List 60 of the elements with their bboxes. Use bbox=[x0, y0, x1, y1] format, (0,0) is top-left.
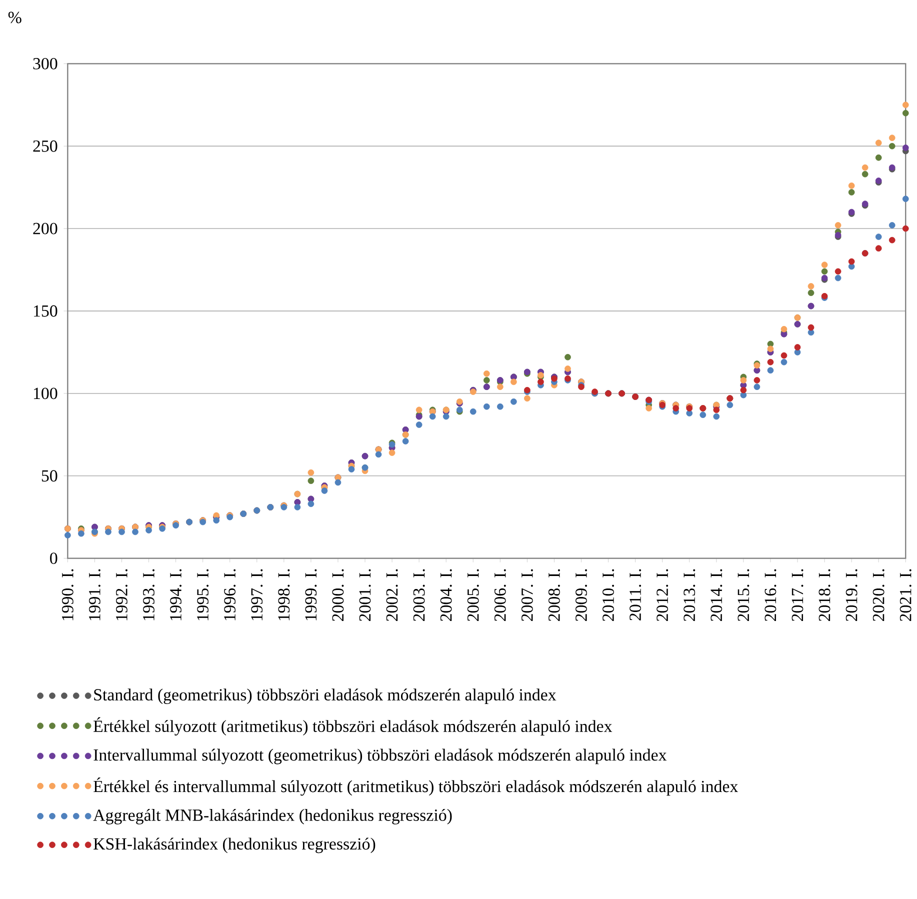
legend-label: Aggregált MNB-lakásárindex (hedonikus regresszió) bbox=[93, 809, 452, 825]
x-tick-label: 2002. I. bbox=[386, 569, 398, 622]
x-tick-label: 2013. I. bbox=[684, 569, 696, 622]
y-tick-label: 250 bbox=[33, 140, 58, 152]
x-tick-label: 2003. I. bbox=[413, 569, 425, 622]
x-tick-label: 2007. I. bbox=[521, 569, 533, 622]
x-tick-label: 2016. I. bbox=[764, 569, 776, 622]
x-tick-label: 2009. I. bbox=[576, 569, 587, 622]
x-tick-label: 1995. I. bbox=[197, 569, 209, 620]
point bbox=[754, 377, 760, 384]
x-tick-label: 2014. I. bbox=[710, 569, 722, 622]
point bbox=[538, 378, 544, 386]
x-tick-label: 2021. I. bbox=[900, 569, 912, 622]
point bbox=[794, 344, 801, 351]
legend-label: Intervallummal súlyozott (geometrikus) többszöri eladások módszerén alapuló index bbox=[94, 748, 667, 764]
point bbox=[780, 352, 788, 359]
point bbox=[888, 237, 896, 244]
point bbox=[848, 258, 855, 265]
x-tick-label: 2001. I. bbox=[359, 569, 371, 622]
x-tick-label: 2010. I. bbox=[602, 569, 614, 622]
x-tick-label: 2015. I. bbox=[738, 569, 750, 622]
x-tick-label: 2012. I. bbox=[656, 569, 668, 622]
point bbox=[672, 405, 680, 412]
legend-label: Értékkel súlyozott (aritmetikus) többszöri eladások módszerén alapuló index bbox=[94, 717, 612, 736]
point bbox=[902, 226, 909, 232]
x-tick-label: 1998. I. bbox=[278, 569, 290, 620]
x-tick-label: 2019. I. bbox=[846, 569, 858, 622]
point bbox=[808, 324, 814, 331]
x-tick-label: 1991. I. bbox=[88, 569, 100, 620]
x-tick-label: 2020. I. bbox=[872, 569, 884, 622]
x-tick-label: 1997. I. bbox=[251, 569, 263, 620]
point bbox=[767, 359, 774, 366]
y-tick-label: 200 bbox=[33, 223, 58, 234]
x-tick-label: 1990. I. bbox=[62, 569, 74, 620]
y-tick-label: 50 bbox=[42, 470, 58, 482]
legend-label: KSH-lakásárindex (hedonikus regresszió) bbox=[94, 838, 376, 854]
x-tick-label: 1994. I. bbox=[170, 569, 182, 620]
x-tick-label: 2004. I. bbox=[440, 569, 452, 622]
x-tick-label: 2011. I. bbox=[630, 569, 642, 620]
x-tick-label: 1999. I. bbox=[305, 569, 317, 620]
point bbox=[740, 387, 747, 394]
y-tick-label: 300 bbox=[33, 58, 58, 70]
point bbox=[713, 406, 720, 414]
x-tick-label: 2017. I. bbox=[792, 569, 804, 622]
legend-label: Értékkel és intervallummal súlyozott (aritmetikus) többszöri eladások módszerén alapuló index bbox=[94, 778, 738, 796]
point bbox=[875, 245, 882, 252]
x-tick-label: 2008. I. bbox=[548, 569, 560, 622]
x-tick-label: 2005. I. bbox=[467, 569, 479, 622]
x-tick-label: 1992. I. bbox=[116, 569, 128, 620]
x-tick-label: 2000. I. bbox=[332, 569, 344, 622]
x-tick-label: 1993. I. bbox=[143, 569, 154, 620]
x-tick-label: 1996. I. bbox=[224, 569, 236, 620]
y-tick-label: 100 bbox=[34, 388, 58, 400]
legend-label: Standard (geometrikus) többszöri eladások módszerén alapuló index bbox=[94, 688, 556, 704]
y-axis-title: % bbox=[8, 12, 22, 24]
y-tick-label: 0 bbox=[50, 552, 58, 564]
x-tick-label: 2006. I. bbox=[494, 569, 506, 622]
point bbox=[834, 268, 842, 275]
x-tick-label: 2018. I. bbox=[818, 569, 830, 622]
y-tick-label: 150 bbox=[34, 305, 58, 317]
